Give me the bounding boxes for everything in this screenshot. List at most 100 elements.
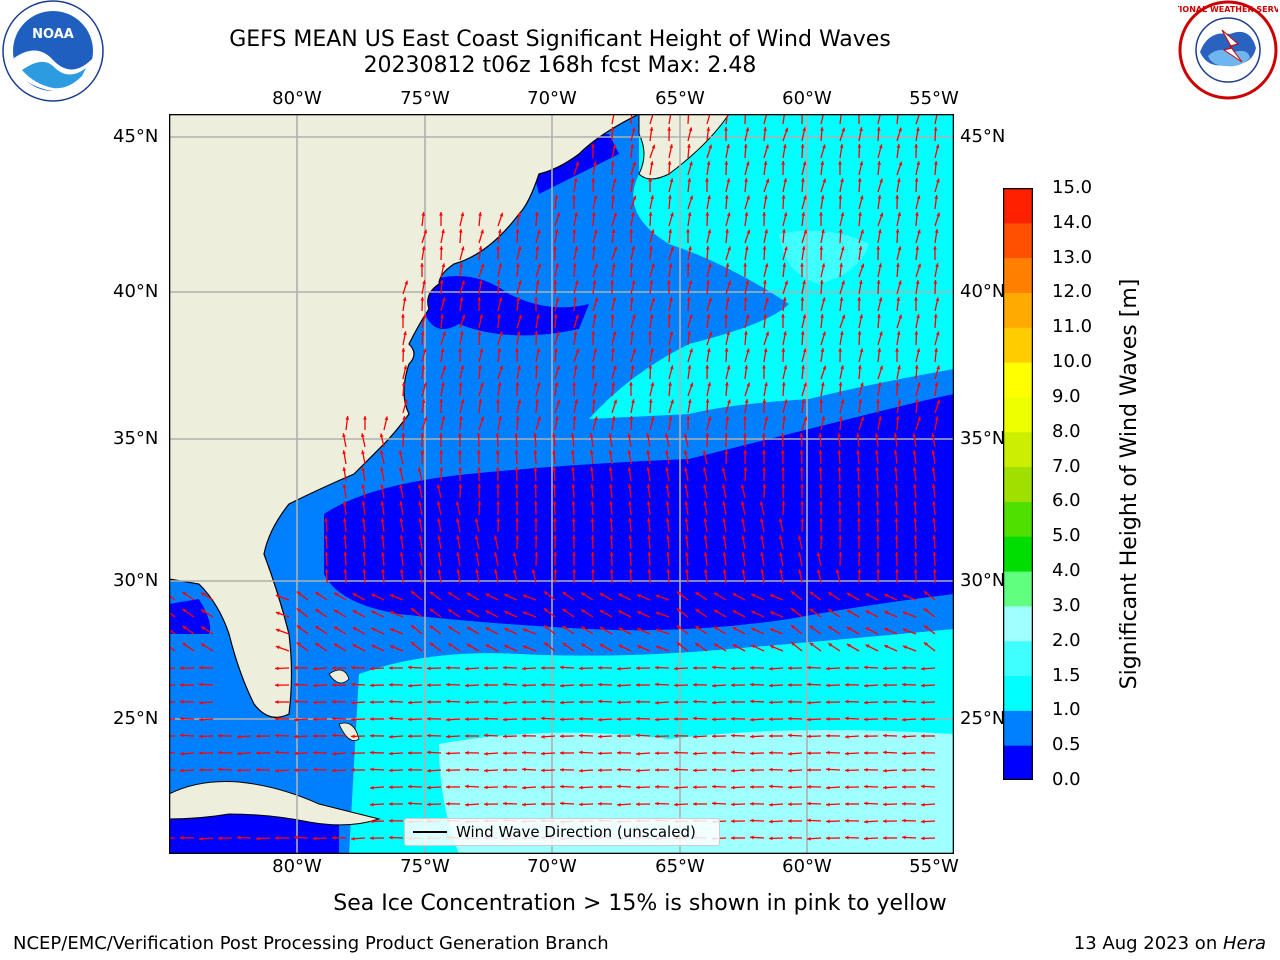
direction-arrowhead [894, 484, 898, 488]
direction-arrowhead [465, 784, 469, 789]
direction-arrowhead [740, 484, 745, 489]
direction-arrowhead [617, 666, 621, 671]
direction-arrowhead [712, 751, 716, 755]
direction-arrowhead [477, 467, 481, 471]
direction-arrowhead [883, 768, 887, 773]
direction-arrowhead [448, 626, 453, 630]
direction-arrowhead [594, 263, 598, 268]
direction-arrowhead [741, 535, 746, 540]
direction-arrowhead [763, 161, 768, 165]
direction-arrowhead [631, 280, 636, 285]
direction-arrowhead [914, 144, 919, 148]
direction-arrowhead [674, 733, 678, 738]
direction-arrowhead [417, 484, 422, 489]
direction-arrowhead [598, 751, 602, 756]
direction-arrowhead [351, 768, 355, 772]
direction-arrowhead [484, 751, 488, 756]
direction-arrowhead [552, 467, 557, 471]
direction-arrowhead [877, 314, 881, 318]
direction-arrowhead [441, 416, 446, 421]
direction-arrowhead [819, 280, 824, 284]
direction-arrowhead [859, 195, 864, 200]
direction-arrowhead [674, 666, 678, 671]
direction-arrowhead [459, 297, 464, 301]
direction-arrowhead [590, 518, 595, 522]
direction-arrowhead [611, 416, 616, 420]
direction-arrowhead [503, 768, 507, 772]
direction-arrowhead [845, 818, 849, 823]
direction-arrowhead [760, 535, 764, 540]
direction-arrowhead [839, 416, 843, 420]
direction-arrowhead [575, 161, 580, 166]
direction-arrowhead [750, 818, 754, 823]
colorbar-tick-label: 8.0 [1052, 420, 1081, 442]
direction-arrowhead [731, 768, 735, 773]
direction-arrowhead [702, 467, 707, 472]
direction-arrowhead [579, 666, 583, 671]
direction-arrowhead [897, 365, 901, 370]
direction-arrowhead [617, 717, 621, 722]
direction-arrowhead [512, 569, 517, 574]
lon-label-bottom-55w: 55°W [909, 856, 959, 877]
direction-arrowhead [465, 802, 469, 807]
direction-arrowhead [333, 626, 338, 631]
direction-arrowhead [598, 699, 602, 704]
direction-arrowhead [921, 836, 925, 841]
direction-arrowhead [876, 552, 880, 556]
direction-arrowhead [923, 625, 928, 630]
direction-arrowhead [838, 535, 843, 539]
direction-arrowhead [427, 768, 431, 773]
direction-arrowhead [408, 734, 412, 739]
direction-arrowhead [781, 467, 785, 471]
direction-arrowhead [370, 836, 374, 841]
direction-arrowhead [646, 450, 651, 455]
direction-arrowhead [822, 178, 827, 183]
direction-arrowhead [750, 835, 754, 840]
direction-arrowhead [669, 144, 674, 149]
direction-arrowhead [421, 399, 426, 403]
direction-arrowhead [294, 835, 298, 840]
lat-label-left-35n: 35°N [113, 428, 159, 449]
direction-arrowhead [457, 433, 462, 437]
direction-arrowhead [689, 161, 693, 166]
direction-arrowhead [802, 161, 807, 166]
direction-arrowhead [256, 767, 260, 772]
direction-arrowhead [555, 297, 560, 302]
direction-arrowhead [712, 700, 716, 705]
direction-arrowhead [670, 399, 674, 404]
direction-arrowhead [816, 569, 821, 574]
direction-arrow [877, 114, 881, 125]
direction-arrowhead [935, 297, 940, 302]
direction-arrowhead [324, 518, 328, 522]
colorbar-segment [1003, 188, 1033, 224]
direction-arrowhead [693, 682, 697, 687]
direction-arrowhead [485, 627, 490, 631]
direction-arrowhead [180, 733, 184, 738]
direction-arrowhead [536, 382, 541, 387]
direction-arrowhead [180, 768, 184, 773]
colorbar-segment [1003, 327, 1033, 363]
direction-arrowhead [201, 626, 206, 631]
direction-arrowhead [599, 627, 604, 631]
direction-arrowhead [845, 666, 849, 670]
direction-arrowhead [458, 484, 463, 488]
direction-arrowhead [879, 212, 884, 217]
direction-arrowhead [655, 700, 659, 705]
direction-arrowhead [791, 625, 796, 629]
direction-arrowhead [669, 178, 674, 183]
direction-arrowhead [370, 767, 374, 772]
direction-arrowhead [913, 552, 918, 556]
lon-label-bottom-70w: 70°W [527, 856, 577, 877]
lat-label-left-30n: 30°N [113, 570, 159, 591]
direction-arrowhead [543, 625, 548, 630]
direction-arrowhead [687, 212, 692, 216]
direction-arrowhead [902, 594, 907, 599]
direction-arrowhead [788, 751, 792, 756]
direction-arrowhead [686, 297, 691, 301]
direction-arrowhead [390, 594, 394, 598]
direction-arrowhead [446, 801, 450, 806]
direction-arrowhead [859, 127, 863, 132]
legend-label: Wind Wave Direction (unscaled) [456, 823, 696, 841]
direction-arrowhead [744, 246, 749, 251]
direction-arrowhead [474, 535, 479, 540]
